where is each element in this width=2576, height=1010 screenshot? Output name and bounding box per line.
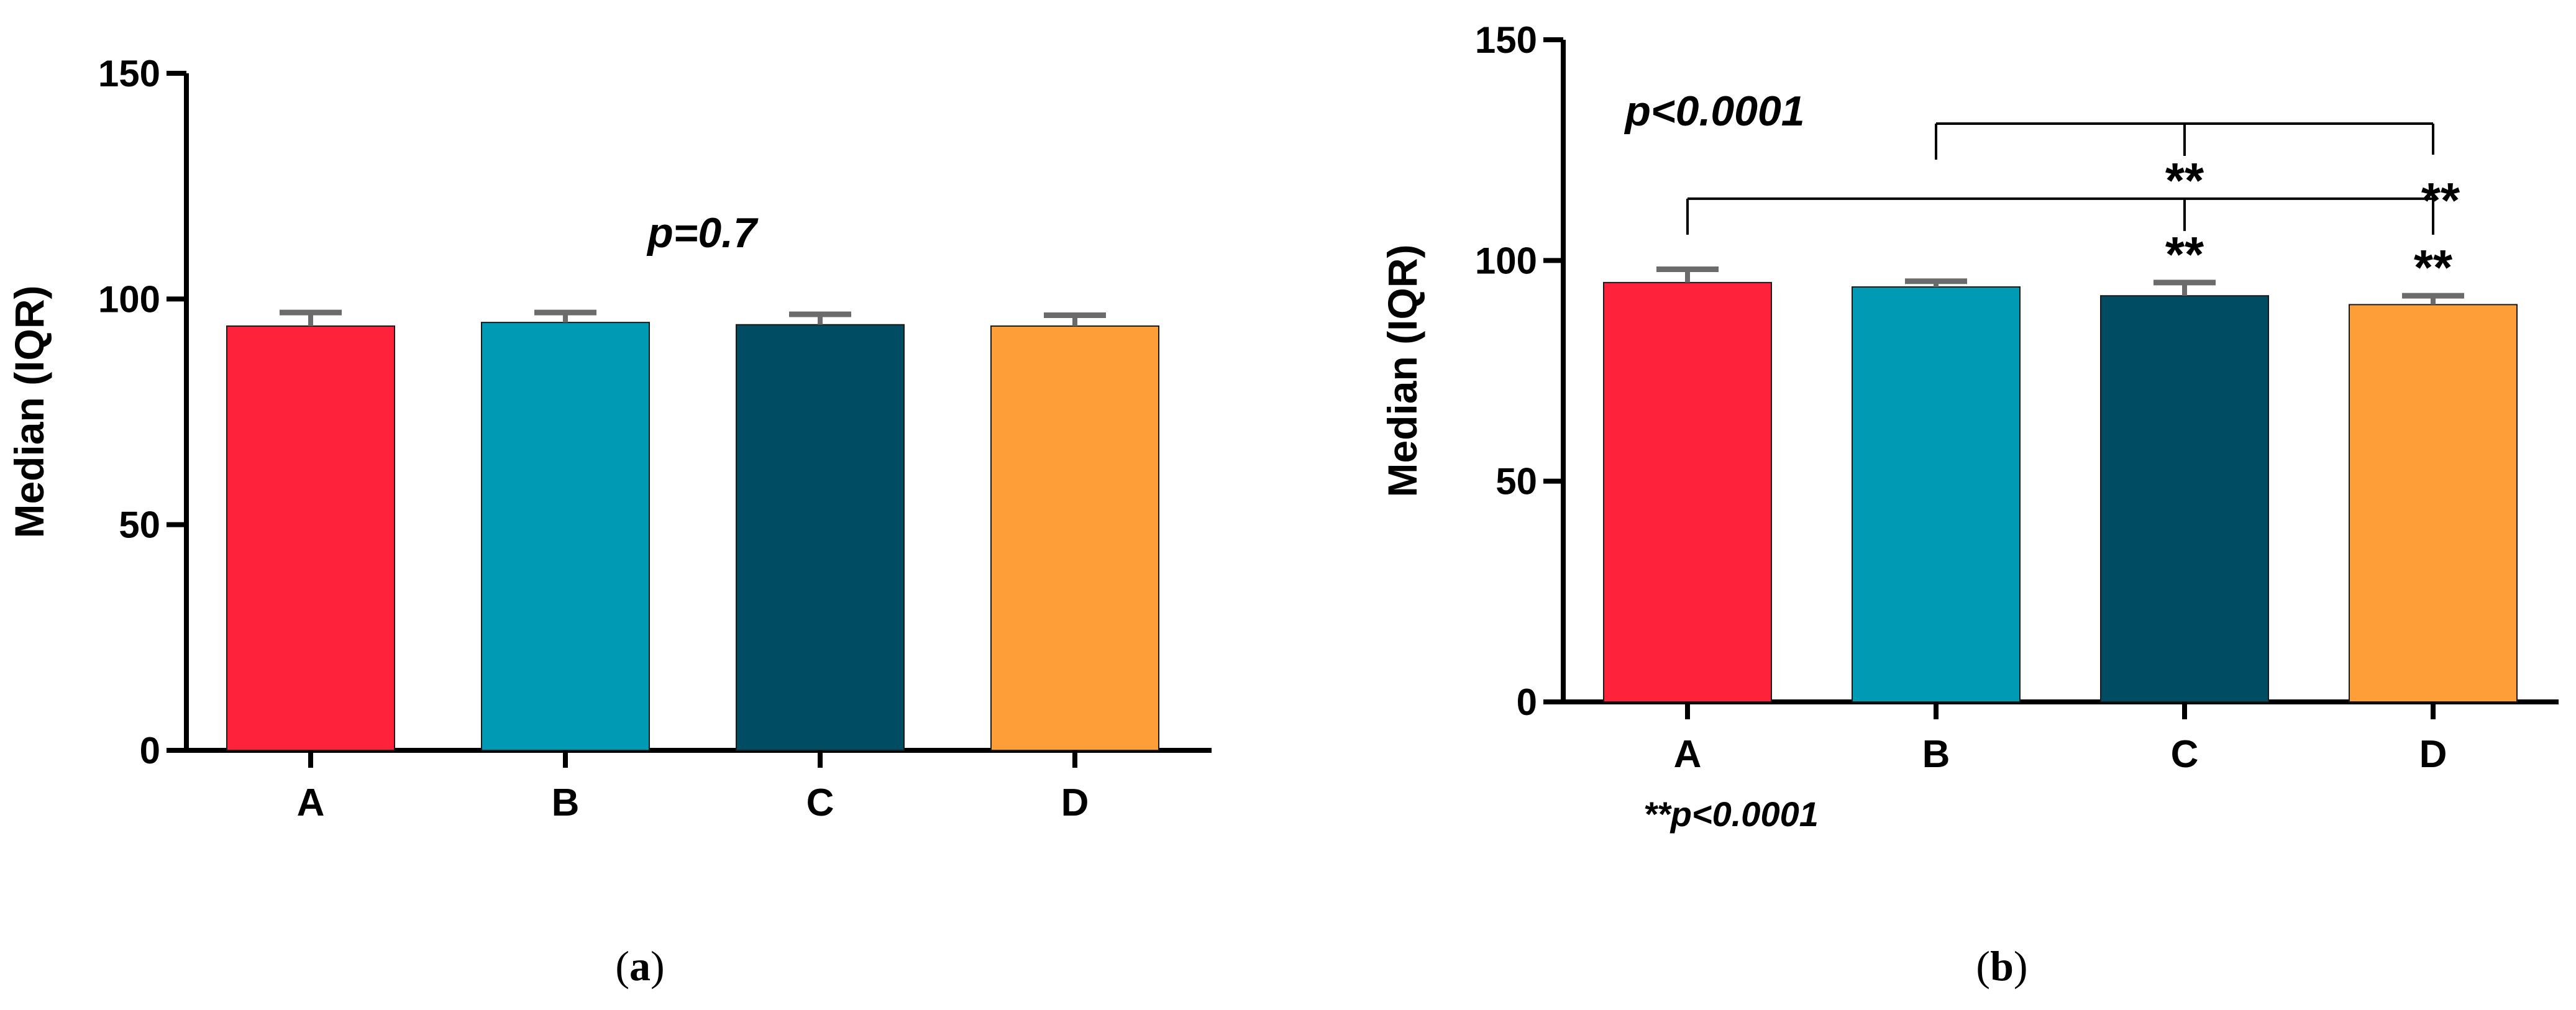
bar-a: [226, 325, 395, 751]
bar-d: [2349, 304, 2518, 703]
y-axis-title: Median (IQR): [1379, 245, 1425, 498]
y-tick-label: 100: [1475, 240, 1537, 281]
y-tick-label: 150: [98, 53, 160, 94]
bar-significance-stars: **: [2414, 240, 2453, 295]
bar-significance-stars: **: [2165, 227, 2204, 282]
x-tick-label: A: [1674, 733, 1702, 776]
caption-b: (b): [1976, 942, 2027, 990]
bracket-significance-stars: **: [2165, 153, 2204, 208]
x-tick-label: A: [297, 781, 325, 824]
p-value-annotation: p=0.7: [646, 209, 759, 257]
y-tick-label: 100: [98, 278, 160, 320]
bar-d: [990, 325, 1159, 751]
significance-footnote: **p<0.0001: [1643, 794, 1819, 834]
x-tick-label: D: [2419, 733, 2447, 776]
bar-a: [1603, 281, 1772, 703]
x-tick-label: B: [552, 781, 580, 824]
y-tick-label: 0: [140, 730, 160, 771]
x-tick-label: D: [1061, 781, 1089, 824]
y-axis-title: Median (IQR): [6, 286, 52, 539]
p-value-annotation: p<0.0001: [1624, 88, 1804, 135]
y-tick-label: 50: [119, 504, 160, 546]
bar-b: [1852, 286, 2021, 703]
caption-a-letter: a: [629, 942, 651, 990]
caption-b-letter: b: [1990, 942, 2014, 990]
x-tick-label: C: [806, 781, 834, 824]
x-tick-label: C: [2171, 733, 2199, 776]
y-tick-label: 0: [1517, 681, 1537, 723]
bracket-a-d-stars: **: [2421, 173, 2460, 228]
bar-b: [481, 322, 650, 751]
y-tick-label: 50: [1496, 461, 1537, 503]
caption-a: (a): [615, 942, 664, 990]
x-tick-label: B: [1922, 733, 1950, 776]
chart-panel-a: 0 50 100 150 Median (IQR) A B C Dp=0.7: [6, 53, 1212, 824]
bar-c: [2100, 295, 2269, 703]
y-tick-label: 150: [1475, 19, 1537, 61]
bar-c: [736, 324, 905, 751]
